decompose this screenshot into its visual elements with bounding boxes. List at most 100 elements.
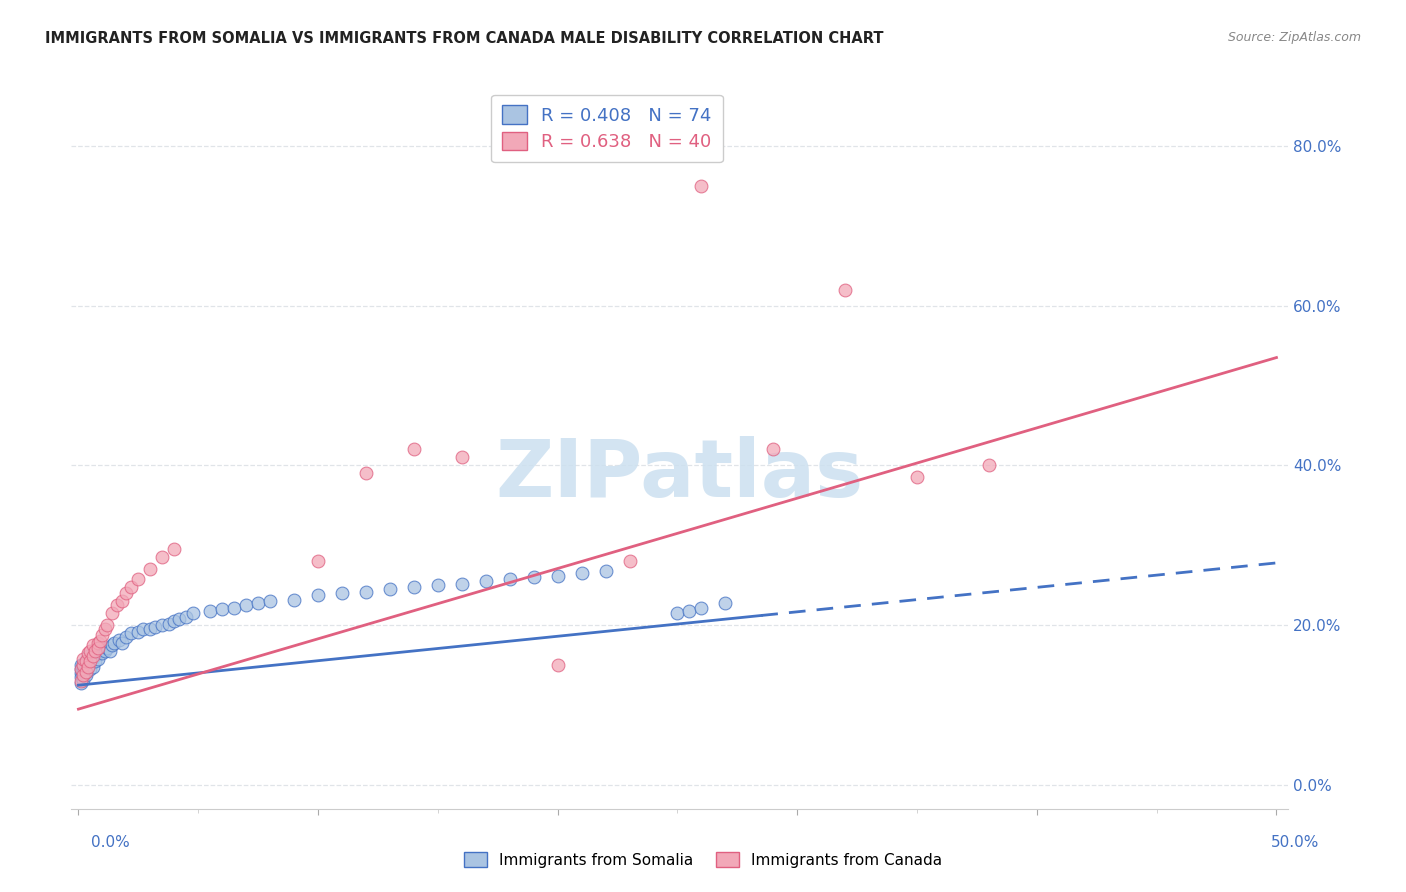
Point [474,574,496,589]
Point [72,652,94,666]
Point [77,646,100,660]
Point [105,599,128,613]
Point [77,660,100,674]
Point [72,665,94,679]
Point [94,622,117,636]
Point [75,654,97,668]
Point [75,667,97,681]
Point [163,614,186,628]
Point [174,610,197,624]
Point [354,467,377,481]
Point [571,566,593,581]
Point [211,602,233,616]
Point [595,564,617,578]
Point [96,640,118,655]
Point [86,640,108,655]
Point [79,654,101,668]
Point [283,592,305,607]
Point [72,673,94,687]
Point [72,658,94,673]
Point [75,665,97,679]
Point [247,596,270,610]
Point [120,580,142,594]
Point [69,675,91,690]
Point [307,554,329,568]
Point [666,606,689,620]
Point [82,660,104,674]
Point [139,622,162,636]
Point [79,644,101,658]
Point [94,644,117,658]
Point [72,662,94,676]
Point [86,652,108,666]
Point [96,618,118,632]
Point [235,599,257,613]
Point [72,666,94,681]
Point [132,622,155,636]
Point [354,584,377,599]
Point [307,588,329,602]
Point [450,450,472,465]
Point [69,666,91,681]
Point [82,638,104,652]
Point [84,644,107,658]
Text: Source: ZipAtlas.com: Source: ZipAtlas.com [1227,31,1361,45]
Text: ZIPatlas: ZIPatlas [496,435,863,514]
Text: 0.0%: 0.0% [91,836,131,850]
Point [139,562,162,576]
Point [91,646,114,660]
Legend: Immigrants from Somalia, Immigrants from Canada: Immigrants from Somalia, Immigrants from… [457,846,949,873]
Point [108,632,131,647]
Point [72,667,94,681]
Point [690,178,713,193]
Point [72,667,94,681]
Point [450,576,472,591]
Point [72,660,94,674]
Point [91,628,114,642]
Point [762,442,785,457]
Point [89,644,111,658]
Point [834,283,856,297]
Point [678,604,700,618]
Point [200,604,222,618]
Point [82,648,104,663]
Point [402,442,425,457]
Point [167,612,190,626]
Point [224,600,246,615]
Point [150,618,173,632]
Point [75,660,97,674]
Point [101,638,124,652]
Point [79,652,101,666]
Point [977,458,1000,473]
Point [110,636,132,650]
Point [69,662,91,676]
Point [101,606,124,620]
Point [103,636,125,650]
Point [86,636,108,650]
Point [75,662,97,676]
Point [547,568,569,582]
Point [159,616,181,631]
Point [402,580,425,594]
Point [82,650,104,665]
Point [619,554,641,568]
Point [714,596,737,610]
Point [86,646,108,660]
Text: IMMIGRANTS FROM SOMALIA VS IMMIGRANTS FROM CANADA MALE DISABILITY CORRELATION CH: IMMIGRANTS FROM SOMALIA VS IMMIGRANTS FR… [45,31,883,46]
Point [499,572,522,586]
Point [163,542,186,557]
Point [259,594,281,608]
Point [183,606,205,620]
Point [115,586,138,600]
Legend: R = 0.408   N = 74, R = 0.638   N = 40: R = 0.408 N = 74, R = 0.638 N = 40 [491,95,723,162]
Point [77,648,100,663]
Point [115,630,138,644]
Point [120,626,142,640]
Point [127,572,149,586]
Point [127,624,149,639]
Point [69,674,91,689]
Point [547,658,569,673]
Point [69,658,91,673]
Point [905,470,928,484]
Point [523,570,546,584]
